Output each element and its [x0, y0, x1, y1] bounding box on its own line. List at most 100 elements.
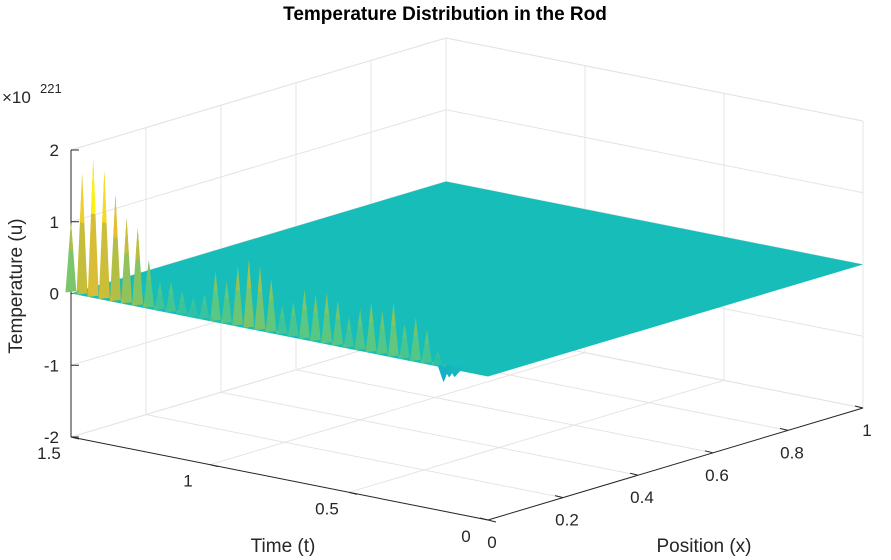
negative-spike — [437, 364, 453, 382]
spike — [354, 309, 370, 353]
z-exponent: ×10 221 — [2, 81, 62, 107]
spike-tip — [380, 310, 385, 330]
spike-tip — [168, 281, 174, 295]
x-tick-mark — [479, 517, 489, 521]
spike — [143, 260, 159, 311]
x-tick-label: 0.2 — [555, 511, 579, 530]
spike — [387, 303, 403, 359]
grid-line-t-floor — [209, 352, 586, 466]
spike — [343, 317, 359, 350]
spike-tip — [268, 278, 274, 302]
x-tick-mark — [779, 427, 789, 431]
spike — [399, 324, 414, 362]
spike-tip — [179, 291, 185, 302]
spike-tip — [369, 303, 374, 324]
box-edge — [445, 37, 864, 122]
z-exponent-base: ×10 — [2, 88, 31, 107]
spike-tip — [191, 297, 196, 307]
spike — [243, 260, 259, 331]
spike — [298, 289, 314, 342]
spike — [198, 294, 214, 322]
grid-line-z-backwall — [70, 109, 447, 223]
spike-tip — [257, 266, 263, 293]
spike-tip — [413, 317, 418, 336]
spike-tip — [235, 266, 241, 291]
y-tick-mark — [487, 519, 497, 523]
negative-spike-tip — [446, 373, 452, 378]
y-tick-label: 0.5 — [315, 499, 339, 518]
spike-tip — [113, 194, 118, 239]
spike-tip — [224, 281, 229, 300]
y-tick-label: 1.5 — [37, 444, 61, 463]
box-edge — [70, 37, 447, 151]
y-tick-mark — [348, 491, 358, 495]
negative-spike-tip — [441, 375, 446, 382]
z-tick-label: 0 — [50, 285, 59, 304]
spike-tip — [402, 324, 407, 339]
spike-tip — [424, 329, 430, 345]
negative-spike — [449, 367, 465, 378]
spike-tip — [68, 221, 74, 251]
spike-tip — [146, 260, 152, 281]
y-tick-label: 0 — [461, 527, 470, 546]
x-tick-label: 0.8 — [780, 443, 804, 462]
surface — [71, 181, 863, 377]
x-tick-label: 0.4 — [630, 488, 654, 507]
x-tick-label: 0.6 — [705, 466, 729, 485]
spike — [310, 294, 326, 344]
x-tick-label: 1 — [862, 421, 871, 440]
spike — [98, 170, 114, 302]
spike — [321, 292, 337, 346]
x-tick-mark — [704, 450, 714, 454]
spike-tip — [280, 305, 285, 318]
y-axis-line — [70, 436, 489, 521]
spike-tip — [291, 301, 296, 317]
spike-tip — [157, 282, 163, 295]
grid-line-x-floor — [145, 414, 564, 499]
spike — [265, 278, 281, 335]
spike-tip — [324, 292, 329, 314]
x-tick-mark — [629, 472, 639, 476]
z-exponent-power: 221 — [40, 81, 62, 96]
spike-tip — [202, 294, 207, 306]
spike-tip — [435, 350, 441, 358]
surface-spikes — [65, 158, 465, 382]
z-tick-label: -2 — [44, 428, 59, 447]
spike — [365, 303, 381, 355]
negative-spike-tip — [452, 373, 457, 378]
spike-tip — [302, 289, 307, 311]
x-tick-mark — [554, 495, 564, 499]
x-axis-label: Position (x) — [656, 536, 751, 557]
spike — [254, 266, 270, 333]
spike — [121, 218, 136, 306]
grid-line-z-sidewall — [445, 109, 864, 194]
grid-line-x-floor — [295, 369, 714, 454]
spike — [221, 281, 237, 326]
spike — [65, 221, 81, 295]
spike-tip — [213, 272, 218, 293]
z-tick-label: 2 — [50, 141, 59, 160]
spike-tip — [246, 260, 252, 289]
spike-tip — [79, 173, 85, 223]
spike — [432, 350, 448, 368]
spike — [76, 173, 92, 297]
spike-tip — [91, 158, 96, 215]
x-tick-mark — [854, 405, 864, 409]
flat-surface — [71, 181, 863, 377]
grid-line-t-floor — [348, 379, 725, 493]
spike-tip — [391, 303, 396, 326]
spike — [87, 158, 103, 300]
spike-tip — [357, 309, 363, 327]
spike-tip — [102, 170, 107, 224]
tick-labels: 0 0.2 0.4 0.6 0.8 1 0 0.5 1 1.5-2 -1 0 1 2 — [37, 141, 872, 552]
y-tick-label: 1 — [183, 472, 192, 491]
x-axis-line — [487, 407, 864, 521]
spike — [165, 281, 181, 315]
grid-line-x-floor — [220, 391, 639, 476]
z-axis-label: Temperature (u) — [6, 218, 27, 353]
spike — [154, 282, 170, 313]
spike — [109, 194, 125, 304]
y-tick-mark — [209, 464, 219, 468]
y-axis-label: Time (t) — [251, 536, 316, 557]
